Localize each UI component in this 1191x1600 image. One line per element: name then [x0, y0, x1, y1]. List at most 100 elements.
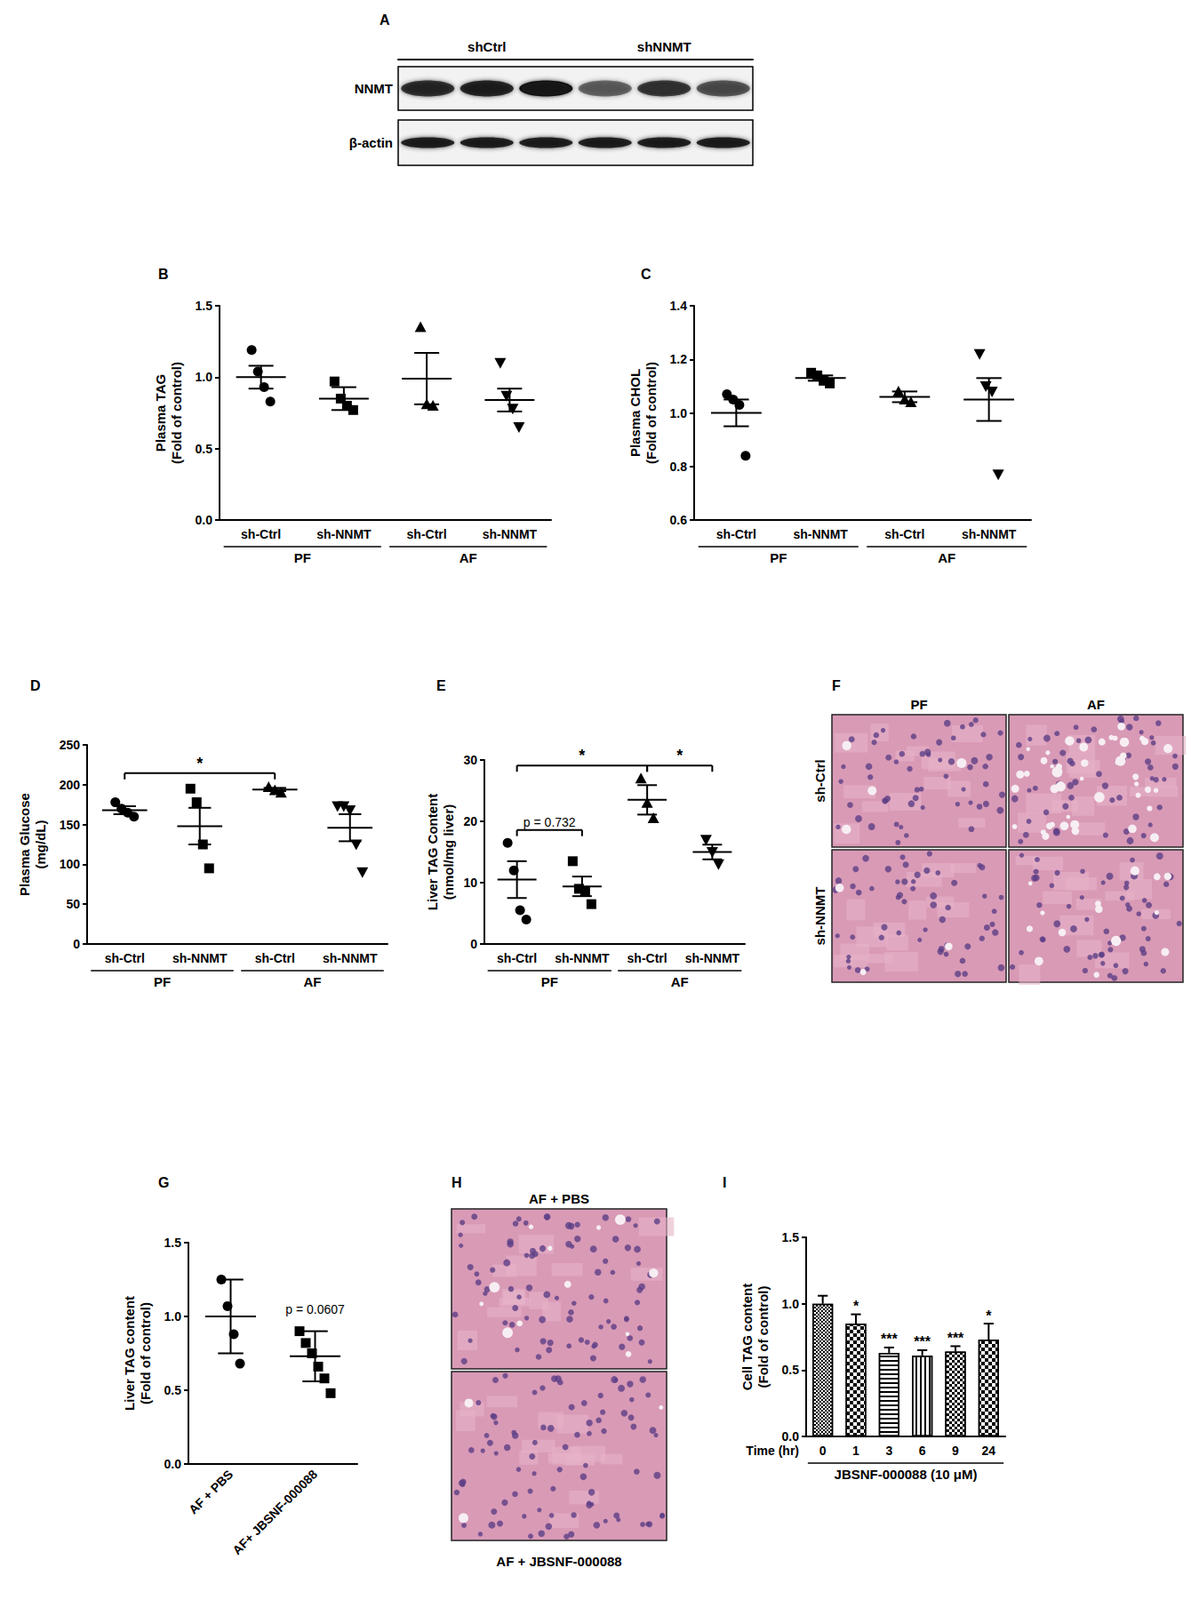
svg-text:shCtrl: shCtrl — [467, 39, 506, 55]
svg-text:150: 150 — [59, 817, 81, 832]
svg-text:3: 3 — [885, 1443, 893, 1458]
svg-text:PF: PF — [294, 550, 312, 566]
svg-text:***: *** — [913, 1334, 931, 1350]
svg-text:1.5: 1.5 — [164, 1235, 183, 1250]
svg-text:1.0: 1.0 — [195, 369, 214, 384]
svg-text:D: D — [30, 678, 41, 694]
svg-text:1.5: 1.5 — [195, 298, 214, 313]
svg-text:sh-Ctrl: sh-Ctrl — [255, 951, 296, 966]
svg-text:sh-Ctrl: sh-Ctrl — [812, 759, 828, 802]
svg-text:0.0: 0.0 — [164, 1456, 183, 1471]
svg-text:sh-NNMT: sh-NNMT — [812, 887, 828, 946]
svg-text:0.5: 0.5 — [195, 441, 214, 456]
svg-text:0.5: 0.5 — [782, 1362, 800, 1377]
svg-text:1.0: 1.0 — [782, 1296, 800, 1311]
svg-text:20: 20 — [463, 814, 478, 829]
svg-text:0.0: 0.0 — [195, 512, 214, 528]
svg-text:G: G — [158, 1175, 169, 1191]
svg-text:6: 6 — [919, 1443, 927, 1458]
svg-text:1.5: 1.5 — [782, 1230, 800, 1245]
svg-text:0.5: 0.5 — [164, 1382, 183, 1398]
svg-text:***: *** — [947, 1330, 965, 1346]
svg-text:shNNMT: shNNMT — [637, 39, 692, 55]
svg-text:Plasma CHOL: Plasma CHOL — [627, 368, 643, 457]
svg-text:***: *** — [880, 1331, 898, 1347]
svg-text:sh-NNMT: sh-NNMT — [322, 951, 378, 966]
svg-text:B: B — [158, 266, 169, 282]
svg-text:Plasma Glucose: Plasma Glucose — [16, 792, 32, 896]
svg-text:C: C — [640, 266, 652, 282]
svg-text:AF: AF — [459, 550, 478, 566]
svg-text:1.0: 1.0 — [164, 1309, 183, 1324]
svg-text:1.0: 1.0 — [670, 406, 688, 421]
svg-text:sh-Ctrl: sh-Ctrl — [240, 527, 281, 542]
svg-text:24: 24 — [982, 1443, 997, 1458]
svg-text:10: 10 — [463, 875, 478, 890]
svg-text:PF: PF — [910, 696, 928, 712]
svg-text:A: A — [379, 12, 391, 28]
svg-text:Time (hr): Time (hr) — [745, 1443, 800, 1458]
svg-text:sh-NNMT: sh-NNMT — [961, 527, 1017, 542]
svg-text:(Fold of control): (Fold of control) — [755, 1286, 771, 1389]
svg-text:*: * — [578, 746, 585, 765]
svg-text:AF: AF — [937, 550, 956, 566]
svg-text:(nmol/mg liver): (nmol/mg liver) — [440, 804, 456, 901]
svg-text:*: * — [985, 1308, 992, 1324]
svg-text:(mg/dL): (mg/dL) — [32, 820, 48, 870]
svg-text:AF + PBS: AF + PBS — [528, 1191, 590, 1207]
svg-text:100: 100 — [59, 856, 81, 872]
svg-text:NNMT: NNMT — [354, 80, 393, 96]
svg-text:H: H — [451, 1175, 463, 1191]
svg-text:(Fold of control): (Fold of control) — [643, 361, 659, 464]
svg-text:JBSNF-000088 (10 μM): JBSNF-000088 (10 μM) — [834, 1466, 978, 1482]
svg-text:PF: PF — [541, 974, 559, 990]
svg-text:AF + JBSNF-000088: AF + JBSNF-000088 — [495, 1553, 622, 1569]
svg-text:200: 200 — [59, 777, 81, 792]
svg-text:sh-Ctrl: sh-Ctrl — [104, 951, 145, 966]
svg-text:AF+ JBSNF-000088: AF+ JBSNF-000088 — [229, 1466, 320, 1558]
svg-text:sh-NNMT: sh-NNMT — [685, 951, 741, 966]
svg-text:β-actin: β-actin — [349, 135, 393, 151]
svg-text:0: 0 — [470, 936, 478, 952]
svg-text:p = 0.732: p = 0.732 — [523, 815, 576, 830]
svg-text:Liver TAG content: Liver TAG content — [121, 1295, 137, 1411]
svg-text:AF: AF — [1087, 696, 1105, 712]
svg-text:Cell TAG content: Cell TAG content — [739, 1283, 755, 1391]
svg-text:Liver TAG Content: Liver TAG Content — [424, 793, 440, 911]
svg-text:PF: PF — [769, 550, 787, 566]
svg-text:(Fold of control): (Fold of control) — [137, 1302, 153, 1405]
svg-text:sh-Ctrl: sh-Ctrl — [716, 527, 757, 542]
svg-text:AF: AF — [671, 974, 689, 990]
svg-text:0: 0 — [819, 1443, 827, 1458]
svg-text:sh-Ctrl: sh-Ctrl — [496, 951, 537, 966]
svg-text:*: * — [676, 746, 683, 765]
svg-text:0.0: 0.0 — [782, 1429, 800, 1444]
svg-text:(Fold of control): (Fold of control) — [168, 361, 184, 464]
svg-text:AF + PBS: AF + PBS — [185, 1466, 236, 1517]
svg-text:sh-NNMT: sh-NNMT — [554, 951, 610, 966]
svg-text:30: 30 — [463, 752, 478, 768]
svg-text:sh-Ctrl: sh-Ctrl — [407, 527, 448, 542]
svg-text:1.2: 1.2 — [670, 351, 688, 367]
svg-text:sh-Ctrl: sh-Ctrl — [627, 951, 668, 966]
svg-text:0.6: 0.6 — [670, 512, 688, 528]
svg-text:9: 9 — [951, 1443, 960, 1458]
svg-text:*: * — [196, 754, 203, 773]
svg-text:0.8: 0.8 — [670, 459, 688, 474]
svg-text:p = 0.0607: p = 0.0607 — [285, 1302, 345, 1317]
svg-text:sh-NNMT: sh-NNMT — [172, 951, 228, 966]
svg-text:sh-NNMT: sh-NNMT — [316, 527, 372, 542]
svg-text:sh-NNMT: sh-NNMT — [792, 527, 848, 542]
svg-text:250: 250 — [59, 737, 81, 752]
svg-text:sh-Ctrl: sh-Ctrl — [884, 527, 925, 542]
svg-text:*: * — [853, 1298, 860, 1314]
svg-text:1.4: 1.4 — [670, 298, 688, 313]
svg-text:sh-NNMT: sh-NNMT — [482, 527, 538, 542]
svg-text:1: 1 — [852, 1443, 860, 1458]
svg-text:Plasma TAG: Plasma TAG — [152, 374, 168, 452]
svg-text:E: E — [436, 678, 447, 694]
svg-text:I: I — [722, 1175, 727, 1191]
svg-text:AF: AF — [303, 974, 322, 990]
svg-text:0: 0 — [72, 936, 80, 952]
svg-text:F: F — [831, 678, 841, 694]
